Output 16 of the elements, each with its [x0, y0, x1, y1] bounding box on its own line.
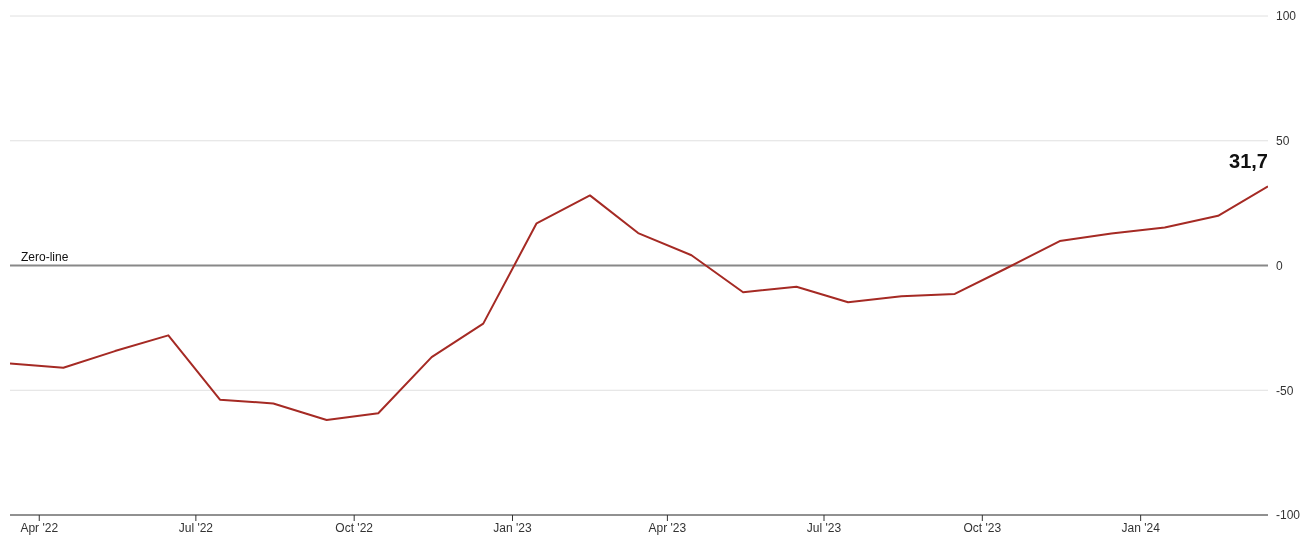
y-tick-label: 0: [1276, 258, 1283, 273]
y-tick-label: -50: [1276, 383, 1294, 398]
x-tick-label: Jul '22: [178, 520, 214, 535]
x-tick-label: Jan '24: [1121, 520, 1161, 535]
line-series: [10, 185, 1268, 421]
y-tick-label: 100: [1276, 9, 1297, 24]
x-tick-label: Apr '23: [648, 520, 687, 535]
y-tick-label: -100: [1276, 508, 1301, 523]
ref-line-label: Zero-line: [21, 249, 69, 264]
y-tick-label: 50: [1276, 134, 1290, 149]
x-tick-label: Oct '23: [963, 520, 1002, 535]
x-tick-label: Oct '22: [335, 520, 374, 535]
x-tick-label: Jan '23: [493, 520, 532, 535]
data-label: 31,7: [1229, 150, 1268, 173]
x-tick-label: Jul '23: [806, 520, 842, 535]
x-tick-label: Apr '22: [20, 520, 59, 535]
